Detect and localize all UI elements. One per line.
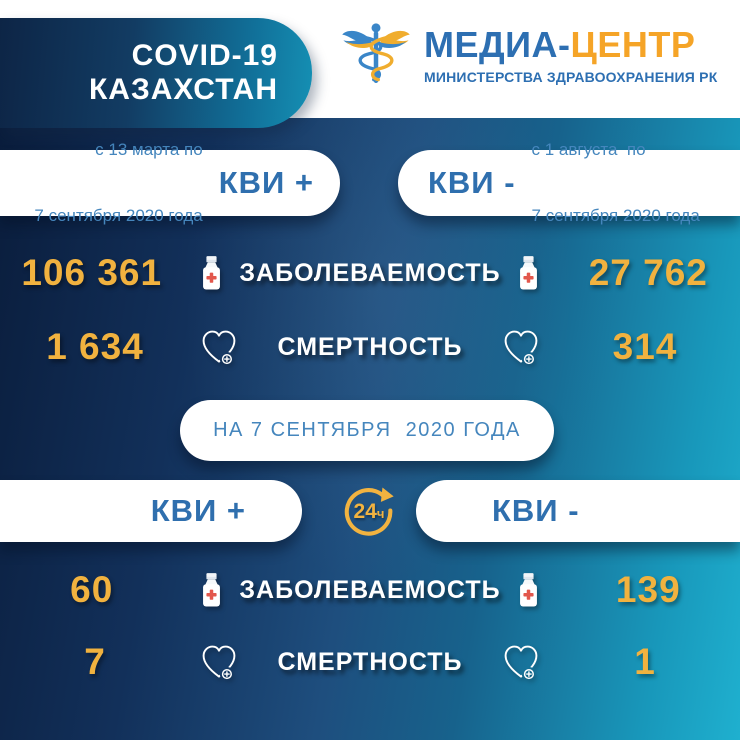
logo-text-block: МЕДИА-ЦЕНТР МИНИСТЕРСТВА ЗДРАВООХРАНЕНИЯ…: [424, 27, 718, 86]
kvi-plus-label: КВИ +: [218, 165, 314, 200]
24h-suffix: ч: [376, 506, 385, 521]
kvi-plus-mortality-value: 1 634: [46, 326, 144, 367]
mortality-label: СМЕРТНОСТЬ: [277, 332, 463, 361]
mortality-label: СМЕРТНОСТЬ: [277, 647, 463, 676]
kvi-plus-period-pill: с 13 марта по 7 сентября 2020 года КВИ +: [0, 140, 340, 225]
medicine-bottle-icon: [202, 573, 220, 607]
stat-row-cumulative-infection: 106 361 ЗАБОЛЕВАЕМОСТЬ 27 762: [0, 248, 740, 298]
kvi-minus-label: КВИ -: [428, 165, 516, 200]
kvi-plus-infection-value: 106 361: [21, 252, 163, 293]
kvi-minus-mortality-value: 314: [612, 326, 678, 367]
kvi-minus-period-pill: КВИ - с 1 августа по 7 сентября 2020 год…: [398, 140, 740, 225]
icon-cell: [183, 569, 239, 611]
kvi-minus-period-text: с 1 августа по 7 сентября 2020 года: [532, 95, 700, 272]
daily-kvi-minus-pill: КВИ -: [416, 480, 740, 542]
logo-title: МЕДИА-ЦЕНТР: [424, 27, 717, 63]
kvi-minus-infection-value: 27 762: [588, 252, 708, 293]
kvi-minus-period-line1: с 1 августа по: [531, 139, 646, 159]
infection-label: ЗАБОЛЕВАЕМОСТЬ: [239, 575, 501, 604]
covid-banner: COVID-19 КАЗАХСТАН: [0, 18, 312, 128]
daily-kvi-minus-label: КВИ -: [492, 493, 580, 528]
daily-date-text: НА 7 СЕНТЯБРЯ 2020 ГОДА: [213, 419, 521, 441]
caduceus-icon: [340, 21, 412, 85]
heart-plus-icon: [501, 327, 541, 367]
icon-cell: [190, 642, 248, 682]
24h-number: 24: [353, 500, 377, 523]
media-center-logo: МЕДИА-ЦЕНТР МИНИСТЕРСТВА ЗДРАВООХРАНЕНИЯ…: [340, 20, 717, 92]
kvi-plus-period-line2: 7 сентября 2020 года: [34, 206, 203, 226]
banner-title-line2: КАЗАХСТАН: [89, 73, 278, 106]
icon-cell: [501, 569, 557, 611]
daily-kvi-plus-label: КВИ +: [150, 493, 246, 528]
kvi-plus-period-text: с 13 марта по 7 сентября 2020 года: [34, 95, 202, 272]
icon-cell: [492, 327, 550, 367]
banner-title-line1: COVID-19: [131, 39, 278, 73]
kvi-minus-period-line2: 7 сентября 2020 года: [531, 206, 700, 226]
daily-kvi-minus-mortality-value: 1: [634, 641, 656, 682]
heart-plus-icon: [199, 327, 239, 367]
daily-kvi-plus-mortality-value: 7: [84, 641, 106, 682]
logo-subtitle: МИНИСТЕРСТВА ЗДРАВООХРАНЕНИЯ РК: [424, 69, 718, 85]
heart-plus-icon: [501, 642, 541, 682]
icon-cell: [492, 642, 550, 682]
kvi-plus-period-line1: с 13 марта по: [95, 139, 203, 159]
icon-cell: [190, 327, 248, 367]
infection-label: ЗАБОЛЕВАЕМОСТЬ: [239, 258, 501, 287]
medicine-bottle-icon: [520, 573, 538, 607]
daily-kvi-minus-infection-value: 139: [615, 569, 681, 610]
stat-row-daily-infection: 60 ЗАБОЛЕВАЕМОСТЬ 139: [0, 565, 740, 615]
daily-kvi-plus-infection-value: 60: [70, 569, 114, 610]
logo-title-blue: МЕДИА-: [424, 24, 571, 65]
heart-plus-icon: [199, 642, 239, 682]
daily-date-pill: НА 7 СЕНТЯБРЯ 2020 ГОДА: [180, 400, 554, 461]
daily-kvi-plus-pill: КВИ +: [0, 480, 302, 542]
stat-row-daily-mortality: 7 СМЕРТНОСТЬ 1: [0, 637, 740, 687]
stat-row-cumulative-mortality: 1 634 СМЕРТНОСТЬ 314: [0, 322, 740, 372]
24h-icon: 24ч: [338, 481, 400, 543]
24h-label: 24ч: [354, 500, 385, 524]
logo-title-orange: ЦЕНТР: [570, 24, 696, 65]
